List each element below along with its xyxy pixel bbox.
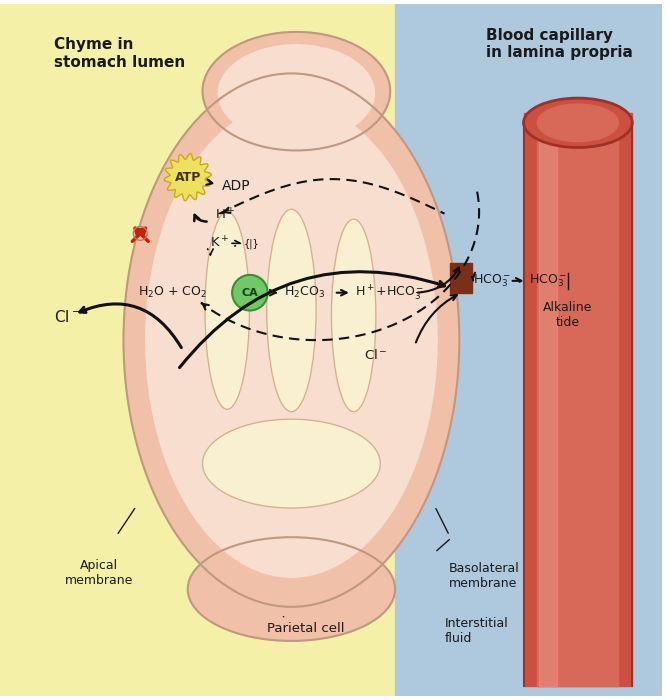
Text: H$^+$: H$^+$ (215, 207, 236, 223)
Bar (539, 113, 557, 686)
Text: CA: CA (242, 288, 259, 298)
Text: H$_2$CO$_3$: H$_2$CO$_3$ (283, 285, 324, 300)
Bar (537, 113, 618, 686)
Ellipse shape (537, 104, 618, 141)
Text: Apical
membrane: Apical membrane (64, 559, 133, 587)
Polygon shape (164, 153, 211, 201)
Text: H$^+$+HCO$_3^-$: H$^+$+HCO$_3^-$ (354, 284, 424, 302)
Text: Cl$^-$: Cl$^-$ (364, 348, 387, 362)
Text: Basolateral
membrane: Basolateral membrane (448, 562, 519, 590)
Text: Chyme in
stomach lumen: Chyme in stomach lumen (54, 37, 186, 70)
Text: {|}: {|} (244, 238, 260, 248)
Text: HCO$_3^-$: HCO$_3^-$ (529, 272, 567, 289)
Circle shape (133, 227, 147, 240)
Ellipse shape (267, 209, 316, 412)
Ellipse shape (523, 98, 632, 148)
Text: Interstitial
fluid: Interstitial fluid (444, 617, 509, 645)
Bar (0, 4, 395, 696)
Ellipse shape (145, 103, 437, 578)
Text: ATP: ATP (174, 171, 201, 183)
Ellipse shape (218, 45, 375, 141)
Text: Blood capillary
in lamina propria: Blood capillary in lamina propria (486, 27, 633, 60)
Text: Parietal cell: Parietal cell (267, 622, 344, 635)
Circle shape (232, 275, 268, 311)
Ellipse shape (202, 419, 381, 508)
Bar (523, 113, 632, 686)
Ellipse shape (205, 211, 249, 410)
Text: K$^+$: K$^+$ (210, 236, 230, 251)
Bar (395, 4, 662, 696)
Text: H$_2$O + CO$_2$: H$_2$O + CO$_2$ (138, 285, 207, 300)
Ellipse shape (202, 32, 390, 150)
Text: ADP: ADP (222, 179, 251, 193)
Ellipse shape (332, 219, 376, 412)
Text: HCO$_3^-$: HCO$_3^-$ (473, 272, 511, 289)
Bar (450, 263, 472, 293)
Ellipse shape (123, 74, 460, 607)
Ellipse shape (188, 537, 395, 641)
Text: Alkaline
tide: Alkaline tide (543, 300, 593, 328)
Text: Cl$^-$: Cl$^-$ (54, 309, 80, 326)
